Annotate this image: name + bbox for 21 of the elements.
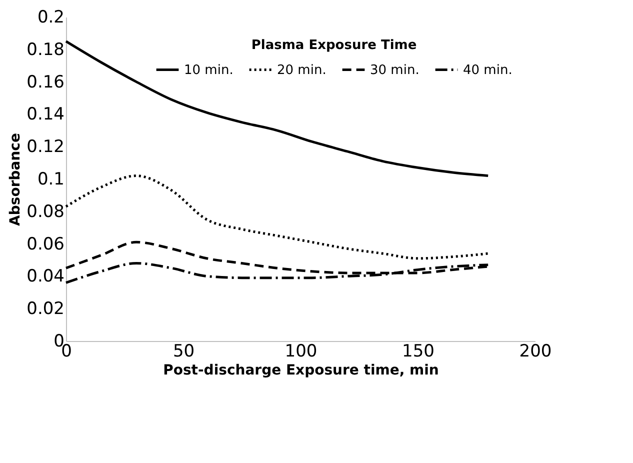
y-tick-label: 0.16 [26, 72, 64, 92]
y-tick-label: 0.08 [26, 202, 64, 222]
y-tick-label: 0.04 [26, 266, 64, 287]
y-tick-label: 0.1 [37, 170, 64, 190]
legend-label: 30 min. [370, 62, 420, 78]
legend-title: Plasma Exposure Time [251, 38, 417, 53]
legend-label: 40 min. [463, 62, 512, 78]
x-tick-label: 150 [402, 342, 434, 362]
y-axis-title: Absorbance [8, 133, 24, 226]
y-tick-label: 0.02 [26, 299, 64, 320]
x-axis-title: Post-discharge Exposure time, min [163, 362, 439, 378]
y-tick-label: 0.12 [26, 137, 64, 158]
y-tick-label: 0.06 [26, 234, 64, 254]
y-tick-label: 0.14 [26, 104, 64, 125]
x-tick-label: 100 [284, 342, 318, 362]
x-tick-label: 200 [519, 342, 552, 362]
legend-label: 10 min. [184, 62, 234, 78]
y-tick-label: 0.18 [26, 40, 64, 60]
legend-label: 20 min. [277, 62, 326, 78]
y-tick-label: 0.2 [37, 8, 64, 28]
x-tick-label: 50 [172, 342, 195, 362]
